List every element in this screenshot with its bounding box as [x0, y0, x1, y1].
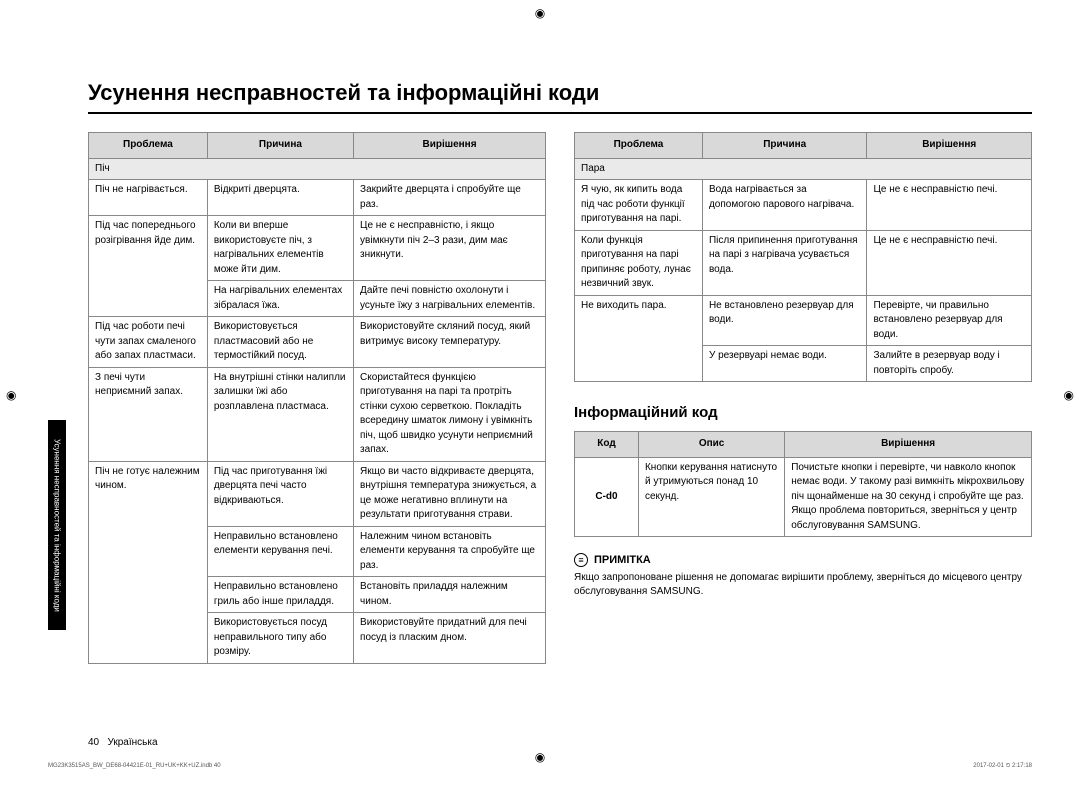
- table-row: Піч не нагрівається. Відкриті дверцята. …: [89, 180, 546, 216]
- th-problem: Проблема: [575, 133, 703, 159]
- cell-solution: Скористайтеся функцією приготування на п…: [354, 367, 546, 461]
- table-row: Під час попереднього розігрівання йде ди…: [89, 216, 546, 281]
- info-code-table: Код Опис Вирішення C-d0 Кнопки керування…: [574, 431, 1032, 537]
- info-code-heading: Інформаційний код: [574, 404, 1032, 421]
- registration-mark-left: ◉: [6, 388, 16, 402]
- cell-code: C-d0: [575, 457, 639, 537]
- title-rule: [88, 112, 1032, 114]
- note-text: Якщо запропоноване рішення не допомагає …: [574, 571, 1032, 599]
- right-column: Проблема Причина Вирішення Пара Я чую, я…: [574, 132, 1032, 664]
- left-column: Проблема Причина Вирішення Піч Піч не на…: [88, 132, 546, 664]
- troubleshooting-table-oven: Проблема Причина Вирішення Піч Піч не на…: [88, 132, 546, 664]
- cell-problem: Коли функція приготування на парі припин…: [575, 230, 703, 295]
- note-icon: ≡: [574, 553, 588, 567]
- cell-solution: Закрийте дверцята і спробуйте ще раз.: [354, 180, 546, 216]
- cell-problem: Піч не нагрівається.: [89, 180, 208, 216]
- cell-problem: Піч не готує належним чином.: [89, 461, 208, 663]
- note-block: ≡ ПРИМІТКА Якщо запропоноване рішення не…: [574, 553, 1032, 599]
- note-label-text: ПРИМІТКА: [594, 554, 651, 566]
- cell-cause: Після припинення приготування на парі з …: [702, 230, 867, 295]
- page-footer: 40 Українська: [88, 737, 158, 748]
- registration-mark-top: ◉: [535, 6, 545, 20]
- cell-problem: Під час роботи печі чути запах смаленого…: [89, 317, 208, 368]
- th-cause: Причина: [702, 133, 867, 159]
- two-column-layout: Проблема Причина Вирішення Піч Піч не на…: [88, 132, 1032, 664]
- th-problem: Проблема: [89, 133, 208, 159]
- cell-cause: Відкриті дверцята.: [207, 180, 353, 216]
- imprint-right: 2017-02-01 ⏲ 2:17:18: [973, 763, 1032, 770]
- cell-solution: Використовуйте скляний посуд, який витри…: [354, 317, 546, 368]
- table-row: З печі чути неприємний запах. На внутріш…: [89, 367, 546, 461]
- cell-cause: На нагрівальних елементах зібралася їжа.: [207, 281, 353, 317]
- imprint-left: MG23K3515AS_BW_DE68-04421E-01_RU+UK+KK+U…: [48, 763, 221, 770]
- cell-cause: Використовується пластмасовий або не тер…: [207, 317, 353, 368]
- page-content: Усунення несправностей та інформаційні к…: [0, 0, 1080, 704]
- page-number: 40: [88, 737, 99, 748]
- cell-cause: Коли ви вперше використовуєте піч, з наг…: [207, 216, 353, 281]
- th-cause: Причина: [207, 133, 353, 159]
- section-oven: Піч: [89, 158, 546, 180]
- cell-resolution: Почистьте кнопки і перевірте, чи навколо…: [785, 457, 1032, 537]
- table-row: Не виходить пара. Не встановлено резерву…: [575, 295, 1032, 346]
- table-row: C-d0 Кнопки керування натиснуто й утриму…: [575, 457, 1032, 537]
- cell-solution: Це не є несправністю печі.: [867, 180, 1032, 231]
- cell-solution: Залийте в резервуар воду і повторіть спр…: [867, 346, 1032, 382]
- page-title: Усунення несправностей та інформаційні к…: [88, 80, 1032, 106]
- cell-solution: Використовуйте придатний для печі посуд …: [354, 613, 546, 664]
- cell-problem: Під час попереднього розігрівання йде ди…: [89, 216, 208, 317]
- cell-desc: Кнопки керування натиснуто й утримуються…: [638, 457, 784, 537]
- th-resolution: Вирішення: [785, 432, 1032, 458]
- th-desc: Опис: [638, 432, 784, 458]
- imprint-line: MG23K3515AS_BW_DE68-04421E-01_RU+UK+KK+U…: [48, 763, 1032, 770]
- cell-solution: Належним чином встановіть елементи керув…: [354, 526, 546, 577]
- th-code: Код: [575, 432, 639, 458]
- registration-mark-right: ◉: [1064, 388, 1074, 402]
- page-language: Українська: [107, 737, 157, 748]
- troubleshooting-table-steam: Проблема Причина Вирішення Пара Я чую, я…: [574, 132, 1032, 382]
- registration-mark-bottom: ◉: [535, 750, 545, 764]
- cell-solution: Дайте печі повністю охолонути і усуньте …: [354, 281, 546, 317]
- cell-cause: Використовується посуд неправильного тип…: [207, 613, 353, 664]
- table-row: Піч не готує належним чином. Під час при…: [89, 461, 546, 526]
- cell-solution: Встановіть приладдя належним чином.: [354, 577, 546, 613]
- cell-cause: Вода нагрівається за допомогою парового …: [702, 180, 867, 231]
- cell-cause: Неправильно встановлено елементи керуван…: [207, 526, 353, 577]
- cell-solution: Це не є несправністю печі.: [867, 230, 1032, 295]
- cell-cause: Неправильно встановлено гриль або інше п…: [207, 577, 353, 613]
- cell-cause: У резервуарі немає води.: [702, 346, 867, 382]
- cell-solution: Перевірте, чи правильно встановлено резе…: [867, 295, 1032, 346]
- cell-cause: Під час приготування їжі дверцята печі ч…: [207, 461, 353, 526]
- cell-problem: Не виходить пара.: [575, 295, 703, 382]
- side-tab: Усунення несправностей та інформаційні к…: [48, 420, 66, 630]
- table-row: Я чую, як кипить вода під час роботи фун…: [575, 180, 1032, 231]
- cell-solution: Якщо ви часто відкриваєте дверцята, внут…: [354, 461, 546, 526]
- cell-solution: Це не є несправністю, і якщо увімкнути п…: [354, 216, 546, 281]
- th-solution: Вирішення: [867, 133, 1032, 159]
- cell-problem: З печі чути неприємний запах.: [89, 367, 208, 461]
- section-steam: Пара: [575, 158, 1032, 180]
- cell-cause: На внутрішні стінки налипли залишки їжі …: [207, 367, 353, 461]
- cell-problem: Я чую, як кипить вода під час роботи фун…: [575, 180, 703, 231]
- table-row: Коли функція приготування на парі припин…: [575, 230, 1032, 295]
- note-label: ≡ ПРИМІТКА: [574, 553, 1032, 567]
- table-row: Під час роботи печі чути запах смаленого…: [89, 317, 546, 368]
- th-solution: Вирішення: [354, 133, 546, 159]
- cell-cause: Не встановлено резервуар для води.: [702, 295, 867, 346]
